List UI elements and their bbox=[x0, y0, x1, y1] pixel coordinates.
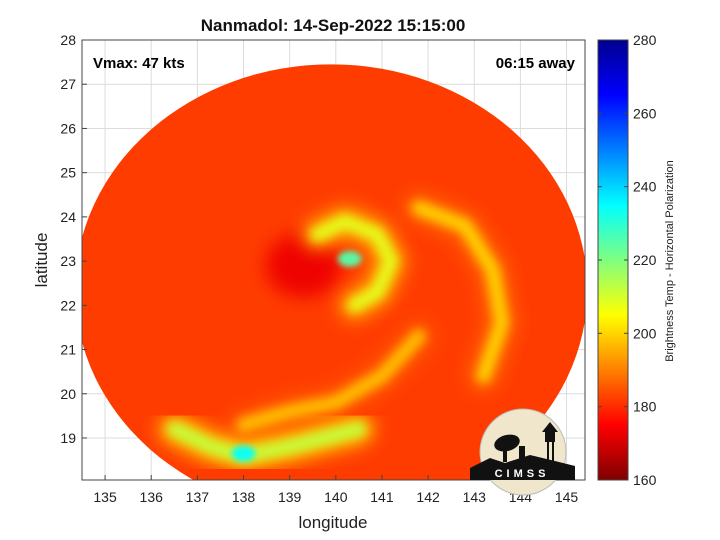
x-tick-label: 143 bbox=[463, 489, 487, 505]
y-tick-label: 24 bbox=[60, 209, 76, 225]
cimss-logo: CIMSS bbox=[470, 408, 575, 496]
feature-outer-band-east bbox=[411, 201, 509, 384]
colorbar-tick-label: 240 bbox=[633, 179, 657, 195]
feature-southwest-hotspot bbox=[231, 445, 256, 462]
y-tick-label: 19 bbox=[60, 430, 76, 446]
y-tick-label: 22 bbox=[60, 297, 76, 313]
feature-inner-hotspot bbox=[337, 250, 362, 267]
x-tick-label: 136 bbox=[140, 489, 164, 505]
x-tick-label: 141 bbox=[370, 489, 394, 505]
x-axis-ticks: 135 136 137 138 139 140 141 142 143 144 145 bbox=[93, 475, 578, 505]
y-tick-label: 20 bbox=[60, 386, 76, 402]
x-tick-label: 138 bbox=[232, 489, 256, 505]
x-tick-label: 135 bbox=[93, 489, 117, 505]
y-tick-label: 21 bbox=[60, 342, 76, 358]
x-tick-label: 137 bbox=[186, 489, 210, 505]
feature-eyewall-arc bbox=[310, 214, 399, 313]
colorbar-tick-label: 280 bbox=[633, 32, 657, 48]
time-offset-annotation: 06:15 away bbox=[496, 55, 576, 72]
plot-frame bbox=[81, 39, 586, 481]
feature-eye bbox=[265, 233, 342, 298]
chart-title: Nanmadol: 14-Sep-2022 15:15:00 bbox=[201, 16, 466, 35]
colorbar-tick-label: 160 bbox=[633, 472, 657, 488]
cimss-logo-text: CIMSS bbox=[495, 468, 550, 480]
colorbar-tick-label: 200 bbox=[633, 325, 657, 341]
x-axis-label: longitude bbox=[298, 513, 367, 532]
colorbar-title: Brightness Temp - Horizontal Polarizatio… bbox=[664, 160, 676, 362]
y-axis-ticks: 19 20 21 22 23 24 25 26 27 28 bbox=[60, 32, 87, 446]
colorbar-ticks: 160 180 200 220 240 260 280 bbox=[598, 32, 657, 488]
y-tick-label: 27 bbox=[60, 76, 76, 92]
y-tick-label: 25 bbox=[60, 165, 76, 181]
colorbar bbox=[597, 39, 629, 481]
y-tick-label: 26 bbox=[60, 120, 76, 136]
vmax-annotation: Vmax: 47 kts bbox=[93, 55, 185, 72]
storm-features bbox=[159, 193, 517, 471]
feature-south-band bbox=[236, 329, 426, 432]
colorbar-tick-label: 180 bbox=[633, 399, 657, 415]
x-tick-label: 139 bbox=[278, 489, 302, 505]
y-tick-label: 28 bbox=[60, 32, 76, 48]
y-axis-label: latitude bbox=[32, 233, 51, 288]
x-tick-label: 145 bbox=[555, 489, 579, 505]
colorbar-tick-label: 220 bbox=[633, 252, 657, 268]
x-tick-label: 142 bbox=[416, 489, 440, 505]
colorbar-tick-label: 260 bbox=[633, 105, 657, 121]
x-tick-label: 140 bbox=[324, 489, 348, 505]
y-tick-label: 23 bbox=[60, 253, 76, 269]
